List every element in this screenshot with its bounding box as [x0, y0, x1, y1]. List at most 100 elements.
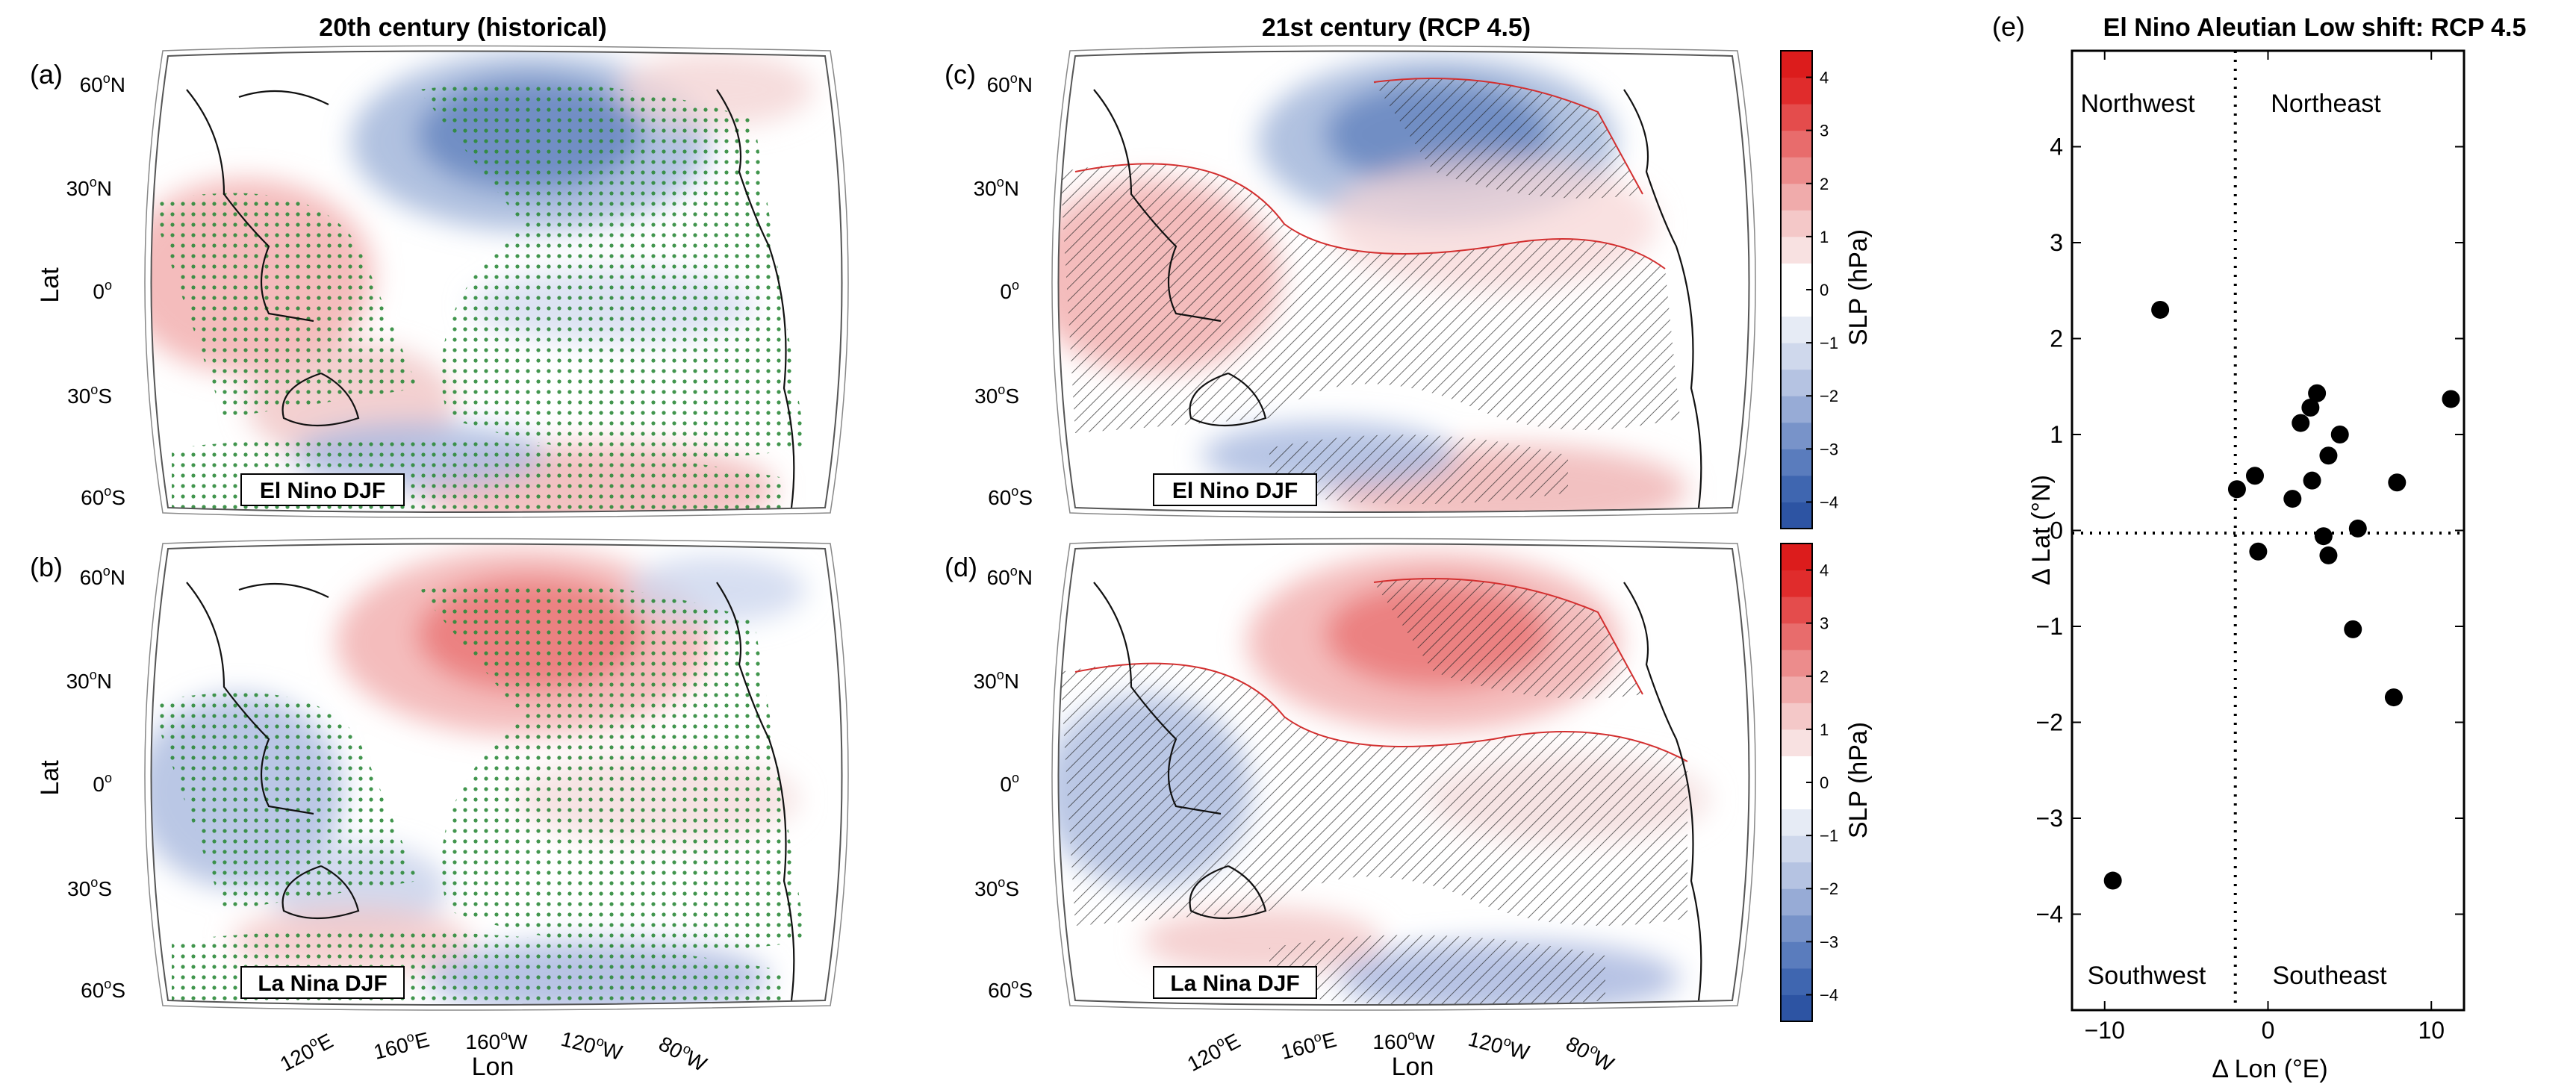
scatter-point [2319, 546, 2338, 564]
colorbar-swatch [1781, 316, 1812, 343]
lat-ticks-b: 60oN 30oN 0o 30oS 60oS [66, 564, 125, 1002]
svg-text:30oS: 30oS [974, 875, 1019, 900]
lat-axis-label-b: Lat [36, 760, 64, 796]
scatter-point [2292, 414, 2310, 432]
colorbar-swatch [1781, 650, 1812, 677]
colorbar-tick-label: 2 [1820, 175, 1829, 193]
colorbar-swatch [1781, 835, 1812, 863]
svg-text:60oN: 60oN [987, 71, 1033, 96]
colorbar-swatch [1781, 994, 1812, 1022]
colorbar-label-top: SLP (hPa) [1844, 229, 1873, 346]
colorbar-top: 4 3 2 1 0 −1 −2 −3 −4 [1780, 50, 1838, 529]
y-tick-label: 0 [2050, 517, 2063, 544]
colorbar-tick-label: −2 [1820, 879, 1838, 898]
colorbar-swatch [1781, 888, 1812, 916]
colorbar-tick-label: 0 [1820, 281, 1829, 299]
lon-axis-label-right: Lon [1392, 1053, 1434, 1081]
map-panel-c: El Nino DJF [1051, 45, 1756, 518]
panel-letter-c: (c) [945, 59, 976, 90]
scatter-point [2330, 426, 2349, 443]
title-future: 21st century (RCP 4.5) [1262, 13, 1531, 42]
svg-text:0o: 0o [1000, 770, 1019, 796]
colorbar-swatch [1781, 236, 1812, 264]
scatter-point [2246, 467, 2264, 485]
y-tick-label: 3 [2050, 229, 2063, 256]
x-tick-label: −10 [2085, 1017, 2125, 1044]
svg-text:60oN: 60oN [80, 564, 125, 589]
colorbar-tick-label: −4 [1820, 985, 1838, 1004]
colorbar-swatch [1781, 756, 1812, 783]
colorbar-swatch [1781, 544, 1812, 571]
colorbar-swatch [1781, 782, 1812, 810]
colorbar-swatch [1781, 729, 1812, 756]
svg-text:30oN: 30oN [974, 667, 1019, 693]
svg-text:80oW: 80oW [655, 1030, 712, 1076]
colorbar-swatch [1781, 676, 1812, 703]
y-tick-label: −1 [2036, 613, 2063, 640]
y-tick-label: 4 [2050, 134, 2063, 161]
scatter-point [2384, 688, 2403, 707]
colorbar-tick-label: −4 [1820, 493, 1838, 511]
scatter-point [2103, 871, 2122, 890]
colorbar-tick-label: −2 [1820, 387, 1838, 405]
scatter-points [2103, 300, 2460, 890]
colorbar-swatch [1781, 77, 1812, 105]
colorbar-label-bottom: SLP (hPa) [1844, 722, 1873, 838]
colorbar-swatch [1781, 396, 1812, 423]
quadrant-southwest: Southwest [2088, 962, 2206, 990]
scatter-xlabel: Δ Lon (°E) [2212, 1055, 2327, 1083]
y-tick-label: −3 [2036, 805, 2063, 832]
quadrant-northeast: Northeast [2271, 90, 2381, 118]
colorbar-swatch [1781, 422, 1812, 449]
lat-ticks-c: 60oN 30oN 0o 30oS 60oS [974, 71, 1033, 509]
colorbar-swatch [1781, 104, 1812, 131]
scatter-point [2442, 390, 2460, 408]
svg-text:30oS: 30oS [67, 382, 112, 408]
lat-ticks-d: 60oN 30oN 0o 30oS 60oS [974, 564, 1033, 1002]
y-tick-label: −4 [2036, 901, 2063, 928]
y-tick-label: −2 [2036, 709, 2063, 736]
scatter-panel: El Nino Aleutian Low shift: RCP 4.5 −4 −3… [2027, 13, 2526, 1083]
scatter-point [2344, 620, 2362, 638]
quadrant-southeast: Southeast [2272, 962, 2387, 990]
colorbar-swatch [1781, 941, 1812, 969]
scatter-point [2227, 480, 2246, 499]
colorbar-tick-label: 4 [1820, 69, 1829, 87]
label-el-nino-c: El Nino DJF [1172, 479, 1298, 503]
svg-text:60oS: 60oS [988, 977, 1033, 1002]
svg-text:160oE: 160oE [371, 1026, 432, 1064]
colorbar-tick-label: −3 [1820, 440, 1838, 458]
svg-text:120oE: 120oE [276, 1027, 337, 1076]
title-historical: 20th century (historical) [319, 13, 606, 42]
panel-letter-e: (e) [1992, 11, 2025, 42]
colorbar-swatch [1781, 623, 1812, 650]
svg-text:30oS: 30oS [67, 875, 112, 900]
panel-letter-a: (a) [30, 59, 63, 90]
colorbar-swatch [1781, 51, 1812, 78]
svg-text:0o: 0o [93, 278, 112, 303]
scatter-ylabel: Δ Lat (°N) [2027, 475, 2056, 585]
x-tick-label: 0 [2262, 1017, 2275, 1044]
svg-text:30oS: 30oS [974, 382, 1019, 408]
scatter-point [2249, 542, 2268, 561]
scatter-title: El Nino Aleutian Low shift: RCP 4.5 [2103, 13, 2527, 42]
colorbar-tick-label: 1 [1820, 720, 1829, 739]
svg-text:120oW: 120oW [1466, 1025, 1532, 1065]
y-tick-label: 2 [2050, 326, 2063, 352]
lat-ticks-a: 60oN 30oN 0o 30oS 60oS [66, 71, 125, 509]
colorbar-tick-label: 0 [1820, 773, 1829, 792]
svg-text:0o: 0o [1000, 278, 1019, 303]
colorbar-swatch [1781, 263, 1812, 290]
colorbar-swatch [1781, 809, 1812, 836]
scatter-point [2314, 527, 2333, 546]
lat-axis-label-a: Lat [36, 267, 64, 303]
svg-text:160oE: 160oE [1278, 1026, 1339, 1064]
colorbar-swatch [1781, 597, 1812, 624]
colorbar-swatch [1781, 703, 1812, 730]
scatter-point [2348, 519, 2367, 538]
colorbar-swatch [1781, 502, 1812, 529]
scatter-point [2388, 473, 2407, 492]
colorbar-swatch [1781, 210, 1812, 237]
